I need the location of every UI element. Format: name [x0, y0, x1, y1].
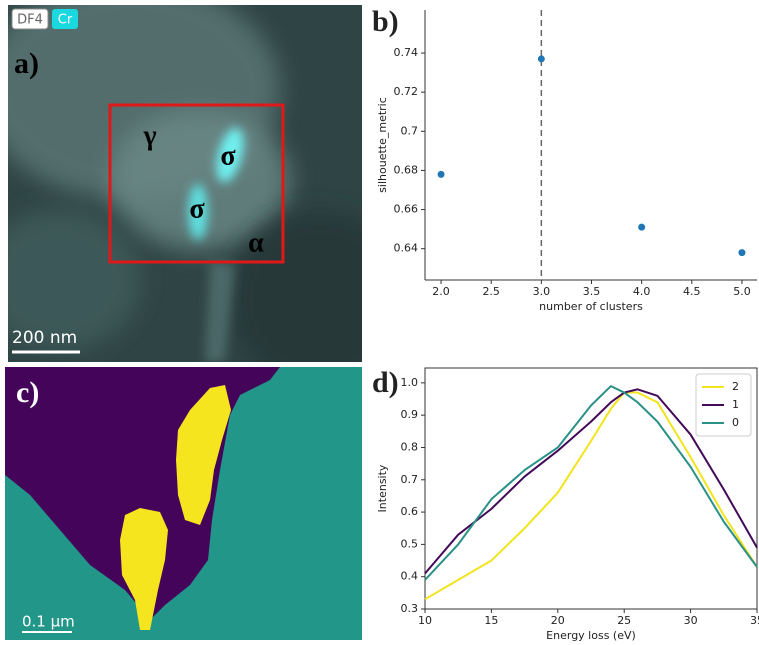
line	[424, 391, 758, 601]
panel-label: b)	[372, 5, 399, 38]
panel-label: a)	[14, 47, 39, 80]
y-tick-label: 0.74	[394, 46, 419, 59]
point	[738, 249, 746, 257]
y-tick-label: 0.6	[401, 505, 419, 518]
x-tick-label: 5.0	[733, 285, 751, 298]
x-tick-label: 15	[484, 614, 498, 627]
y-axis-label: silhouette_metric	[376, 97, 389, 193]
axes-frame	[424, 367, 758, 610]
panel-label: c)	[16, 376, 39, 409]
y-tick-label: 0.66	[394, 203, 419, 216]
cluster-map: c) 0.1 µm	[5, 367, 362, 640]
x-tick-label: 30	[684, 614, 698, 627]
phase-label: α	[248, 227, 264, 258]
y-tick-label: 0.9	[401, 408, 419, 421]
x-tick-label: 25	[617, 614, 631, 627]
micrograph: DF4 Cr a) γ σ σ α 200 nm	[8, 5, 362, 362]
x-tick-label: 10	[418, 614, 432, 627]
y-tick-label: 0.5	[401, 537, 419, 550]
x-tick-label: 2.5	[482, 285, 500, 298]
panel-label: d)	[372, 366, 399, 399]
x-tick-label: 20	[551, 614, 565, 627]
y-tick-label: 0.68	[394, 163, 419, 176]
x-tick-label: 4.0	[633, 285, 651, 298]
phase-label: σ	[189, 193, 205, 224]
point	[537, 55, 545, 63]
y-tick-label: 0.8	[401, 440, 419, 453]
x-tick-label: 3.5	[583, 285, 601, 298]
x-axis-label: Energy loss (eV)	[546, 629, 636, 642]
y-tick-label: 1.0	[401, 376, 419, 389]
point	[437, 170, 445, 178]
point	[638, 223, 646, 231]
x-tick-label: 3.0	[533, 285, 551, 298]
y-tick-label: 0.4	[401, 570, 419, 583]
badge: DF4	[17, 13, 43, 28]
y-tick-label: 0.7	[401, 473, 419, 486]
phase-label: γ	[142, 120, 156, 151]
line	[424, 385, 758, 581]
scale-label: 200 nm	[12, 328, 77, 348]
legend-label: 0	[732, 416, 739, 429]
x-tick-label: 4.5	[683, 285, 701, 298]
legend-label: 1	[732, 398, 739, 411]
y-tick-label: 0.7	[401, 124, 419, 137]
x-tick-label: 2.0	[432, 285, 450, 298]
x-axis-label: number of clusters	[539, 300, 643, 313]
badge: Cr	[58, 13, 73, 28]
y-tick-label: 0.3	[401, 602, 419, 615]
y-tick-label: 0.64	[394, 242, 419, 255]
y-tick-label: 0.72	[394, 85, 419, 98]
scale-label: 0.1 µm	[22, 613, 75, 631]
line	[424, 388, 758, 575]
x-tick-label: 35	[750, 614, 759, 627]
y-axis-label: Intensity	[376, 464, 389, 512]
phase-label: σ	[220, 140, 236, 171]
legend-label: 2	[732, 380, 739, 393]
